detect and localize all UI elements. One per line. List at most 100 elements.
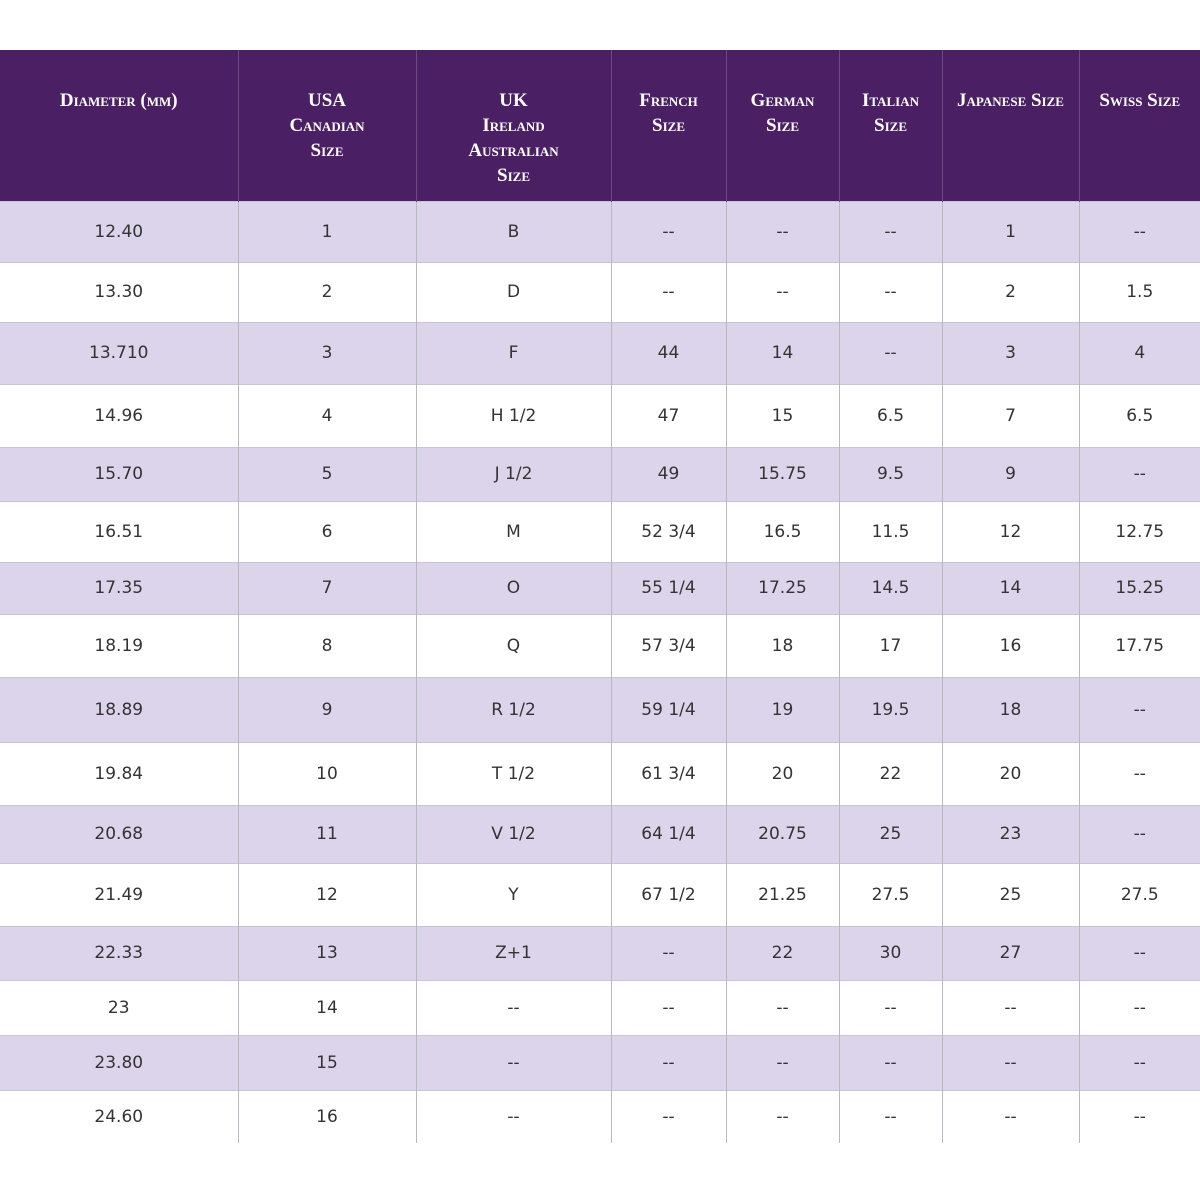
table-cell: 18 (725, 613, 839, 677)
table-cell: -- (1078, 200, 1200, 262)
table-cell: F (415, 321, 611, 384)
table-cell: -- (415, 1089, 611, 1143)
column-header: USA Canadian Size (237, 50, 416, 201)
table-cell: 17.35 (0, 561, 238, 614)
table-cell: -- (941, 979, 1079, 1035)
table-cell: 52 3/4 (610, 500, 726, 562)
table-cell: 16 (941, 613, 1079, 677)
header-row: Diameter (mm) USA Canadian Size UK Ireland Aus… (0, 50, 1200, 201)
table-row: 21.49 12 Y 67 1/2 21.25 27.5 25 27.5 (0, 862, 1200, 926)
table-cell: 18.19 (0, 613, 238, 677)
table-cell: 25 (941, 862, 1079, 926)
table-cell: -- (1078, 446, 1200, 501)
table-cell: 6 (237, 500, 416, 562)
table-cell: 12 (941, 500, 1079, 562)
table-cell: 5 (237, 446, 416, 501)
table-cell: T 1/2 (415, 741, 611, 805)
table-cell: 18.89 (0, 676, 238, 742)
table-cell: 20 (725, 741, 839, 805)
table-cell: -- (725, 200, 839, 262)
header-line: Italian (862, 90, 919, 111)
table-cell: -- (1078, 1089, 1200, 1143)
table-cell: O (415, 561, 611, 614)
table-cell: -- (1078, 676, 1200, 742)
table-cell: 1 (941, 200, 1079, 262)
table-cell: -- (610, 979, 726, 1035)
table-cell: J 1/2 (415, 446, 611, 501)
table-cell: -- (415, 1034, 611, 1090)
header-line: Size (652, 115, 685, 136)
table-cell: 23 (0, 979, 238, 1035)
table-cell: R 1/2 (415, 676, 611, 742)
table-cell: Q (415, 613, 611, 677)
table-cell: -- (725, 979, 839, 1035)
column-header: Swiss Size (1078, 50, 1200, 201)
table-cell: 12.75 (1078, 500, 1200, 562)
table-cell: 4 (237, 383, 416, 447)
table-cell: 47 (610, 383, 726, 447)
header-line: Australian (468, 140, 559, 161)
table-cell: 16.51 (0, 500, 238, 562)
table-cell: 12.40 (0, 200, 238, 262)
table-cell: 10 (237, 741, 416, 805)
table-cell: -- (838, 1089, 942, 1143)
table-cell: 20.75 (725, 804, 839, 863)
column-header: Japanese Size (941, 50, 1079, 201)
table-cell: 24.60 (0, 1089, 238, 1143)
table-cell: 11 (237, 804, 416, 863)
table-cell: 19.84 (0, 741, 238, 805)
table-cell: -- (1078, 1034, 1200, 1090)
table-cell: 7 (237, 561, 416, 614)
table-cell: 15.75 (725, 446, 839, 501)
table-cell: 21.49 (0, 862, 238, 926)
table-cell: 49 (610, 446, 726, 501)
table-cell: 57 3/4 (610, 613, 726, 677)
header-line: Diameter (mm) (59, 90, 178, 111)
table-cell: 17 (838, 613, 942, 677)
size-table: Diameter (mm) USA Canadian Size UK Ireland Aus… (0, 50, 1200, 1143)
table-cell: 21.25 (725, 862, 839, 926)
header-line: Size (310, 140, 344, 161)
header-line: UK (499, 90, 528, 111)
table-cell: 23 (941, 804, 1079, 863)
table-cell: -- (838, 979, 942, 1035)
table-cell: 19 (725, 676, 839, 742)
table-cell: D (415, 261, 611, 322)
table-cell: 14.96 (0, 383, 238, 447)
table-cell: 20 (941, 741, 1079, 805)
table-cell: 22.33 (0, 925, 238, 980)
table-cell: 9 (237, 676, 416, 742)
table-cell: -- (415, 979, 611, 1035)
table-cell: 9 (941, 446, 1079, 501)
table-cell: 7 (941, 383, 1079, 447)
table-row: 13.30 2 D -- -- -- 2 1.5 (0, 261, 1200, 322)
table-cell: 15.25 (1078, 561, 1200, 614)
table-row: 24.60 16 -- -- -- -- -- -- (0, 1089, 1200, 1143)
header-line: Size (497, 165, 530, 186)
column-header: Diameter (mm) (0, 50, 238, 201)
header-line: USA (307, 90, 346, 111)
column-header: German Size (725, 50, 839, 201)
table-cell: 9.5 (838, 446, 942, 501)
table-cell: 23.80 (0, 1034, 238, 1090)
header-line: Ireland (482, 115, 545, 136)
table-cell: 30 (838, 925, 942, 980)
table-cell: 14 (237, 979, 416, 1035)
table-cell: 27 (941, 925, 1079, 980)
header-line: German (750, 90, 815, 111)
header-line: Canadian (289, 115, 365, 136)
table-cell: -- (941, 1089, 1079, 1143)
column-header: Italian Size (838, 50, 942, 201)
table-cell: -- (610, 1089, 726, 1143)
table-cell: 18 (941, 676, 1079, 742)
header-line: Japanese Size (957, 90, 1064, 111)
table-cell: -- (610, 925, 726, 980)
table-cell: 17.75 (1078, 613, 1200, 677)
table-row: 14.96 4 H 1/2 47 15 6.5 7 6.5 (0, 383, 1200, 447)
table-cell: -- (838, 321, 942, 384)
table-cell: 16 (237, 1089, 416, 1143)
header-line: Size (874, 115, 907, 136)
table-cell: 12 (237, 862, 416, 926)
table-cell: 13 (237, 925, 416, 980)
table-cell: 27.5 (1078, 862, 1200, 926)
